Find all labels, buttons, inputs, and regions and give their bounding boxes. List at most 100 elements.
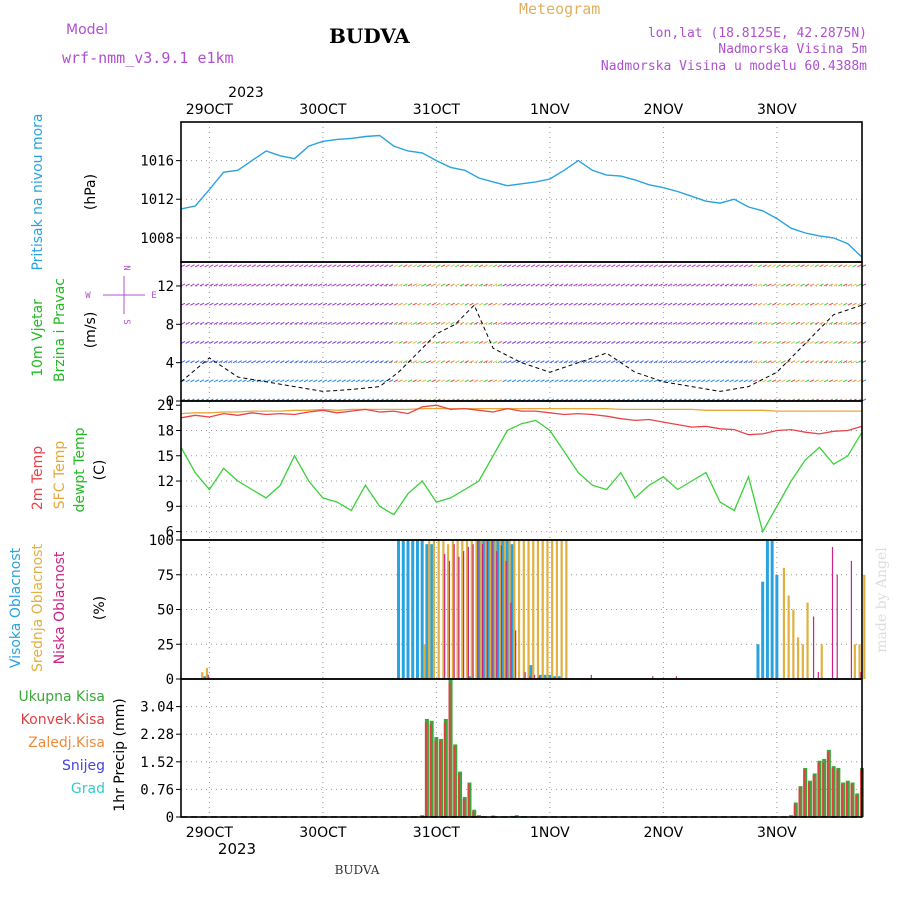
wind-barb <box>672 341 678 344</box>
wind-barb <box>842 360 848 364</box>
wind-barb <box>294 321 299 325</box>
wind-barb <box>611 379 616 383</box>
mid-cloud-bar <box>863 574 866 679</box>
wind-barb <box>540 283 545 287</box>
wind-barb <box>700 360 706 364</box>
precip-tick-label: 0 <box>166 810 174 826</box>
product-title: Meteogram <box>519 0 600 18</box>
wind-barb <box>455 341 460 344</box>
wind-barb <box>265 302 271 306</box>
wind-barb <box>838 341 843 344</box>
cloud-unit: (%) <box>92 596 108 620</box>
wind-barb <box>488 302 493 306</box>
wind-barb <box>511 360 517 364</box>
wind-barb <box>317 302 323 306</box>
wind-barb <box>663 283 668 287</box>
wind-barb <box>724 341 730 344</box>
wind-barb <box>228 264 233 268</box>
wind-barb <box>705 302 711 306</box>
wind-barb <box>743 341 748 344</box>
wind-barb <box>384 360 389 364</box>
wind-barb <box>634 264 640 268</box>
wind-barb <box>653 283 659 287</box>
wind-barb <box>738 360 744 364</box>
mid-cloud-bar <box>801 644 804 679</box>
wind-barb <box>852 302 857 306</box>
wind-barb <box>228 360 233 364</box>
wind-barb <box>795 341 801 344</box>
wind-barb <box>388 302 394 306</box>
wind-barb <box>762 264 767 268</box>
wind-barb <box>209 283 214 287</box>
mid-cloud-bar <box>555 540 559 679</box>
wind-barb <box>455 379 460 383</box>
wind-barb <box>686 283 692 287</box>
wind-barb <box>412 341 417 344</box>
wind-barb <box>483 341 488 344</box>
wind-barb <box>644 341 649 344</box>
wind-barb <box>658 321 663 325</box>
wind-barb <box>232 321 238 325</box>
conv-precip-bar <box>803 769 806 817</box>
low-cloud-bar <box>524 672 526 679</box>
wind-barb <box>384 321 389 325</box>
mid-cloud-bar <box>787 595 790 679</box>
wind-barb <box>682 360 687 364</box>
bottom-day-label: 1NOV <box>530 825 570 841</box>
conv-precip-bar <box>429 724 432 817</box>
wind-barb <box>734 283 739 287</box>
wind-barb <box>568 360 574 364</box>
wind-barb <box>403 379 408 383</box>
wind-barb <box>800 379 805 383</box>
wind-barb <box>431 360 436 364</box>
wind-barb <box>743 302 748 306</box>
wind-barb <box>332 302 337 306</box>
wind-barb <box>412 321 417 325</box>
wind-barb <box>246 379 252 383</box>
wind-barb <box>587 321 592 325</box>
mid-cloud-bar <box>447 544 450 679</box>
wind-barb <box>734 302 739 306</box>
low-cloud-bar <box>860 672 862 679</box>
mid-cloud-bar <box>461 540 464 679</box>
wind-barb <box>601 360 607 364</box>
wind-barb <box>445 321 451 325</box>
wind-barb <box>819 360 824 364</box>
wind-barb <box>781 302 786 306</box>
model-name: wrf-nmm_v3.9.1 e1km <box>62 49 234 67</box>
wind-barb <box>403 283 408 287</box>
wind-barb <box>507 264 512 268</box>
wind-barb <box>426 302 432 306</box>
wind-barb <box>369 264 375 268</box>
wind-barb <box>341 379 347 383</box>
wind-barb <box>360 360 365 364</box>
wind-barb <box>393 321 399 325</box>
mid-cloud-bar <box>465 540 469 679</box>
wind-barb <box>563 302 569 306</box>
wind-barb <box>346 302 351 306</box>
wind-barb <box>332 360 337 364</box>
wind-barb <box>488 360 493 364</box>
wind-barb <box>355 321 361 325</box>
wind-barb <box>790 341 796 344</box>
high-cloud-bar <box>415 540 419 679</box>
wind-barb <box>587 360 592 364</box>
high-cloud-bar <box>496 540 500 679</box>
wind-barb <box>852 264 857 268</box>
wind-barb <box>261 302 266 306</box>
wind-barb <box>294 283 299 287</box>
wind-barb <box>516 341 521 344</box>
wind-barb <box>682 302 687 306</box>
wind-barb <box>488 321 493 325</box>
wind-barb <box>393 379 399 383</box>
wind-barb <box>313 341 318 344</box>
wind-barb <box>762 379 767 383</box>
wind-barb <box>365 341 370 344</box>
wind-barb <box>379 341 384 344</box>
wind-barb <box>549 302 555 306</box>
wind-barb <box>299 379 304 383</box>
wind-barb <box>805 360 810 364</box>
wind-barb <box>847 264 853 268</box>
high-cloud-bar <box>420 540 424 679</box>
conv-precip-bar <box>472 811 475 817</box>
